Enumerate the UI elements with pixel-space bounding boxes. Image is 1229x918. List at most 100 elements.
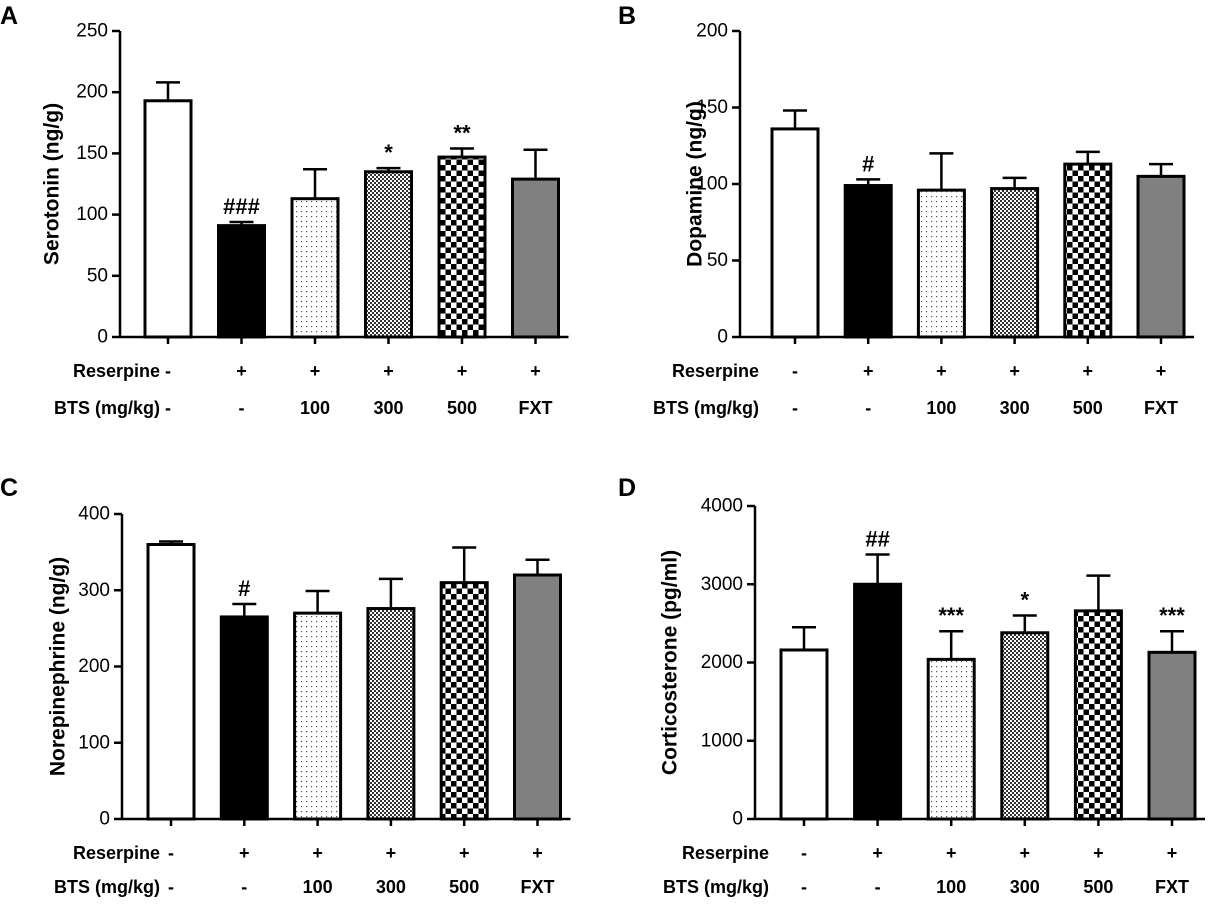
reserpine-value: +: [1020, 843, 1031, 863]
reserpine-value: +: [459, 843, 470, 863]
panel-letter: B: [618, 2, 636, 30]
bts-value: -: [875, 877, 881, 897]
y-tick-label: 400: [78, 504, 110, 525]
bar: [146, 543, 196, 821]
y-tick-label: 0: [732, 809, 743, 830]
significance-label: ***: [938, 603, 964, 628]
reserpine-value: +: [1009, 361, 1020, 381]
bar: [990, 187, 1040, 339]
bts-row-label: BTS (mg/kg): [663, 877, 769, 897]
reserpine-value: -: [792, 361, 798, 381]
panel-a: A Serotonin (ng/g) 0 50 100 150 200 250 - - ### + - +…: [0, 2, 569, 418]
bts-value: FXT: [1155, 877, 1189, 897]
reserpine-row-label: Reserpine: [682, 843, 769, 863]
y-tick-label: 100: [78, 732, 110, 753]
bar: [926, 657, 976, 821]
significance-label: ***: [1159, 603, 1185, 628]
significance-label: #: [238, 576, 250, 601]
panel-c: C Norepinephrine (ng/g) 0 100 200 300 400 - - # + -…: [0, 474, 571, 897]
bts-value: 500: [1083, 877, 1113, 897]
y-tick-label: 150: [696, 97, 728, 118]
bts-value: 100: [303, 877, 333, 897]
y-tick-label: 200: [78, 656, 110, 677]
bts-value: 500: [447, 398, 477, 418]
y-tick-label: 3000: [701, 574, 743, 595]
bts-row-label: BTS (mg/kg): [54, 877, 160, 897]
reserpine-value: +: [863, 361, 874, 381]
bts-value: FXT: [521, 877, 555, 897]
bar: [1073, 609, 1123, 821]
y-tick-label: 4000: [701, 496, 743, 517]
reserpine-value: +: [386, 843, 397, 863]
bts-value: 300: [376, 877, 406, 897]
significance-label: ##: [865, 527, 889, 552]
bar: [439, 581, 489, 821]
bar: [217, 224, 266, 339]
reserpine-value: +: [936, 361, 947, 381]
reserpine-value: +: [239, 843, 250, 863]
y-tick-label: 50: [707, 250, 728, 271]
bar: [293, 611, 343, 821]
bar: [513, 573, 562, 821]
y-tick-label: 250: [76, 21, 108, 42]
y-tick-label: 50: [87, 265, 108, 286]
reserpine-value: -: [801, 843, 807, 863]
y-axis-label: Dopamine (ng/g): [684, 101, 707, 267]
bts-value: -: [168, 877, 174, 897]
y-tick-label: 150: [76, 143, 108, 164]
y-tick-label: 0: [717, 327, 728, 348]
reserpine-value: +: [1083, 361, 1094, 381]
reserpine-value: +: [1167, 843, 1178, 863]
bts-value: -: [239, 398, 245, 418]
bar: [511, 177, 560, 339]
bts-value: -: [801, 877, 807, 897]
y-tick-label: 100: [696, 174, 728, 195]
reserpine-row-label: Reserpine: [672, 361, 759, 381]
bar: [916, 188, 966, 339]
y-tick-label: 200: [76, 82, 108, 103]
bts-row-label: BTS (mg/kg): [653, 398, 759, 418]
bts-value: 100: [926, 398, 956, 418]
reserpine-value: -: [168, 843, 174, 863]
bts-value: 500: [449, 877, 479, 897]
bar: [853, 582, 903, 821]
bts-value: 100: [300, 398, 330, 418]
bar: [366, 607, 416, 821]
significance-label: *: [384, 140, 393, 165]
reserpine-value: +: [530, 361, 541, 381]
panel-b: B Dopamine (ng/g) 0 50 100 150 200 - - # + - +100 +30…: [618, 2, 1194, 418]
bar: [1000, 631, 1050, 821]
significance-label: **: [453, 121, 471, 146]
bar: [219, 615, 269, 821]
y-tick-label: 2000: [701, 652, 743, 673]
bts-row-label: BTS (mg/kg): [54, 398, 160, 418]
bar: [770, 127, 820, 339]
bar: [843, 184, 893, 339]
reserpine-value: -: [165, 361, 171, 381]
y-tick-label: 0: [97, 327, 108, 348]
panel-letter: D: [618, 474, 636, 502]
y-axis-label: Norepinephrine (ng/g): [47, 557, 70, 776]
bar: [779, 648, 829, 821]
reserpine-value: +: [383, 361, 394, 381]
reserpine-row-label: Reserpine: [73, 361, 160, 381]
bar: [437, 155, 487, 339]
bar: [364, 170, 413, 339]
bar: [1136, 174, 1186, 339]
bar: [1063, 162, 1113, 339]
y-tick-label: 300: [78, 580, 110, 601]
bts-value: 300: [373, 398, 403, 418]
panel-letter: A: [0, 2, 18, 30]
reserpine-value: +: [1156, 361, 1167, 381]
reserpine-row-label: Reserpine: [73, 843, 160, 863]
bts-value: FXT: [519, 398, 553, 418]
bts-value: -: [792, 398, 798, 418]
y-axis-label: Corticosterone (pg/ml): [659, 550, 682, 775]
bts-value: -: [165, 398, 171, 418]
bar: [143, 99, 193, 339]
bts-value: 100: [936, 877, 966, 897]
reserpine-value: +: [1093, 843, 1104, 863]
y-axis-label: Serotonin (ng/g): [41, 103, 64, 265]
bts-value: FXT: [1144, 398, 1178, 418]
